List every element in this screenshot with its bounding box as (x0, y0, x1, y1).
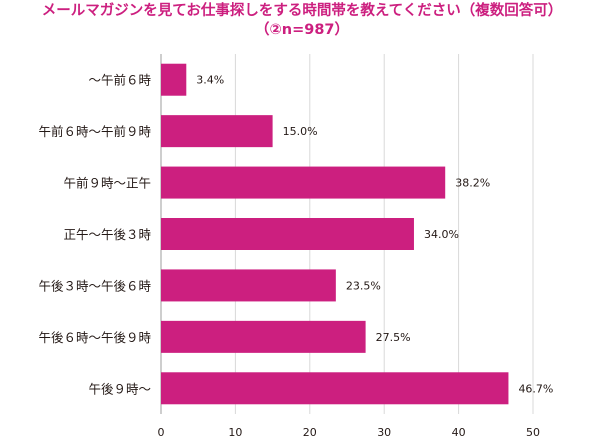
category-label: 〜午前６時 (88, 73, 151, 88)
category-label: 午後３時〜午後６時 (38, 278, 151, 293)
bar (161, 372, 509, 405)
data-label: 38.2% (455, 177, 490, 190)
chart-subtitle: （②n=987） (254, 22, 350, 38)
category-label: 午後９時〜 (88, 381, 151, 396)
data-label: 15.0% (283, 125, 318, 138)
x-tick-label: 10 (228, 426, 242, 439)
bar (161, 115, 273, 148)
data-label: 3.4% (196, 74, 224, 87)
x-tick-label: 50 (526, 426, 540, 439)
x-tick-label: 30 (377, 426, 391, 439)
bar (161, 166, 446, 199)
data-label: 27.5% (376, 331, 411, 344)
x-tick-label: 20 (303, 426, 317, 439)
chart-title: メールマガジンを見てお仕事探しをする時間帯を教えてください（複数回答可） (41, 3, 563, 19)
x-tick-label: 40 (452, 426, 466, 439)
category-label: 午後６時〜午後９時 (38, 330, 151, 345)
bar (161, 63, 187, 96)
category-label: 午前６時〜午前９時 (38, 124, 151, 139)
bar (161, 320, 366, 353)
data-label: 46.7% (518, 382, 553, 395)
category-label: 正午〜午後３時 (63, 227, 151, 242)
x-tick-label: 0 (158, 426, 165, 439)
data-label: 23.5% (346, 279, 381, 292)
bar (161, 269, 336, 302)
bar (161, 218, 414, 250)
category-label: 午前９時〜正午 (63, 176, 151, 191)
data-label: 34.0% (424, 228, 459, 241)
